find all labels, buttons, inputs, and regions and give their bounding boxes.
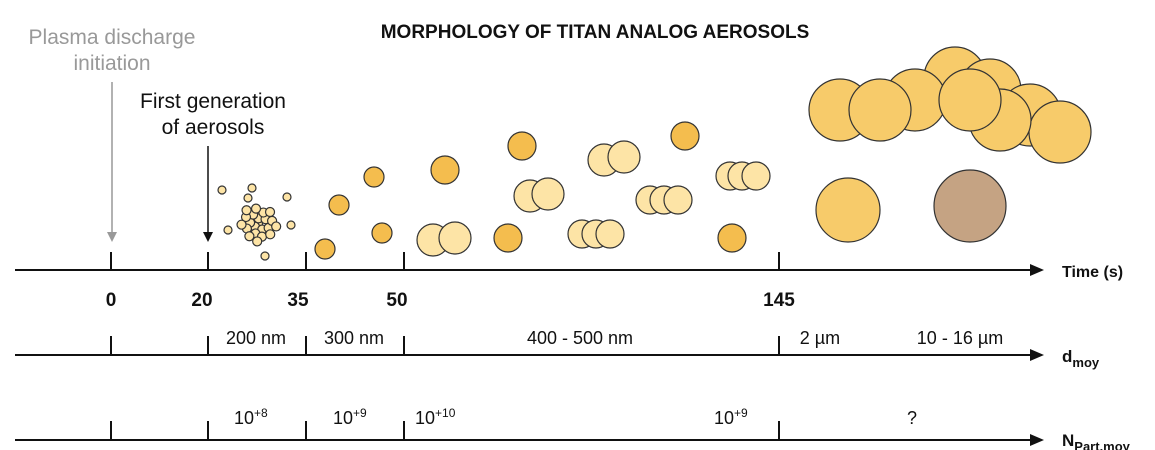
n-exp: +9: [734, 406, 748, 420]
title: MORPHOLOGY OF TITAN ANALOG AEROSOLS: [381, 22, 810, 43]
axis-label: Time (s): [1062, 264, 1123, 281]
particle: [933, 169, 1007, 243]
n-segment: 10+9: [714, 406, 748, 428]
particle: [250, 203, 262, 214]
d-segment: 300 nm: [324, 328, 384, 348]
n-base: 10: [415, 408, 435, 428]
n-base: ?: [907, 408, 917, 428]
particle: [670, 121, 700, 151]
particle: [241, 205, 252, 216]
particle: [430, 155, 460, 185]
d-segment: 400 - 500 nm: [527, 328, 633, 348]
particle: [371, 222, 393, 244]
particle: [741, 161, 771, 191]
ticks: [110, 252, 780, 440]
particle: [328, 194, 350, 216]
time-tick-label: 35: [287, 290, 309, 311]
particle: [938, 68, 1002, 132]
particle: [815, 177, 881, 243]
n-base: 10: [333, 408, 353, 428]
arrowhead: [1030, 434, 1044, 446]
particle: [265, 229, 276, 240]
label-main: N: [1062, 431, 1074, 450]
n-segment: ?: [907, 408, 917, 428]
n-exp: +9: [353, 406, 367, 420]
particle: [247, 183, 257, 193]
annotation-plasma: Plasma discharge initiation: [29, 26, 196, 75]
arrowhead: [1030, 349, 1044, 361]
particle: [438, 221, 472, 255]
axis-label: dmoy: [1062, 347, 1100, 370]
annotation-line: of aerosols: [162, 116, 265, 139]
axis-label: NPart.moy: [1062, 431, 1131, 450]
particle: [271, 221, 282, 232]
particle: [286, 220, 296, 230]
particle: [607, 140, 641, 174]
particle: [244, 231, 255, 242]
particle: [260, 251, 270, 261]
n-segment: 10+8: [234, 406, 268, 428]
time-tick-label: 20: [191, 290, 212, 311]
particle: [223, 225, 233, 235]
d-segment: 200 nm: [226, 328, 286, 348]
n-base: 10: [234, 408, 254, 428]
annotation-line: initiation: [73, 52, 150, 75]
arrowhead: [107, 232, 117, 242]
particle: [1028, 100, 1092, 164]
d-segment: 2 µm: [800, 328, 840, 348]
particle: [243, 193, 253, 203]
particle: [717, 223, 747, 253]
particle: [663, 185, 693, 215]
particle: [507, 131, 537, 161]
particle: [252, 236, 263, 247]
arrowhead: [1030, 264, 1044, 276]
particles: [217, 46, 1092, 261]
annotation-line: First generation: [140, 90, 286, 113]
label-sub: moy: [1072, 355, 1100, 370]
particle: [314, 238, 336, 260]
arrowhead: [203, 232, 213, 242]
particle: [363, 166, 385, 188]
n-exp: +10: [435, 406, 456, 420]
label-sub: Part.moy: [1074, 439, 1130, 450]
particle: [236, 219, 247, 230]
particle: [595, 219, 625, 249]
time-tick-label: 145: [763, 290, 795, 311]
particle: [493, 223, 523, 253]
n-exp: +8: [254, 406, 268, 420]
label-main: d: [1062, 347, 1072, 366]
particle: [217, 185, 227, 195]
particle: [264, 206, 276, 218]
n-base: 10: [714, 408, 734, 428]
particle: [531, 177, 565, 211]
particle: [282, 192, 292, 202]
particle: [848, 78, 912, 142]
n-segment: 10+10: [415, 406, 456, 428]
d-segment: 10 - 16 µm: [917, 328, 1003, 348]
n-segment: 10+9: [333, 406, 367, 428]
time-tick-label: 0: [106, 290, 117, 311]
time-tick-label: 50: [386, 290, 407, 311]
annotation-line: Plasma discharge: [29, 26, 196, 49]
